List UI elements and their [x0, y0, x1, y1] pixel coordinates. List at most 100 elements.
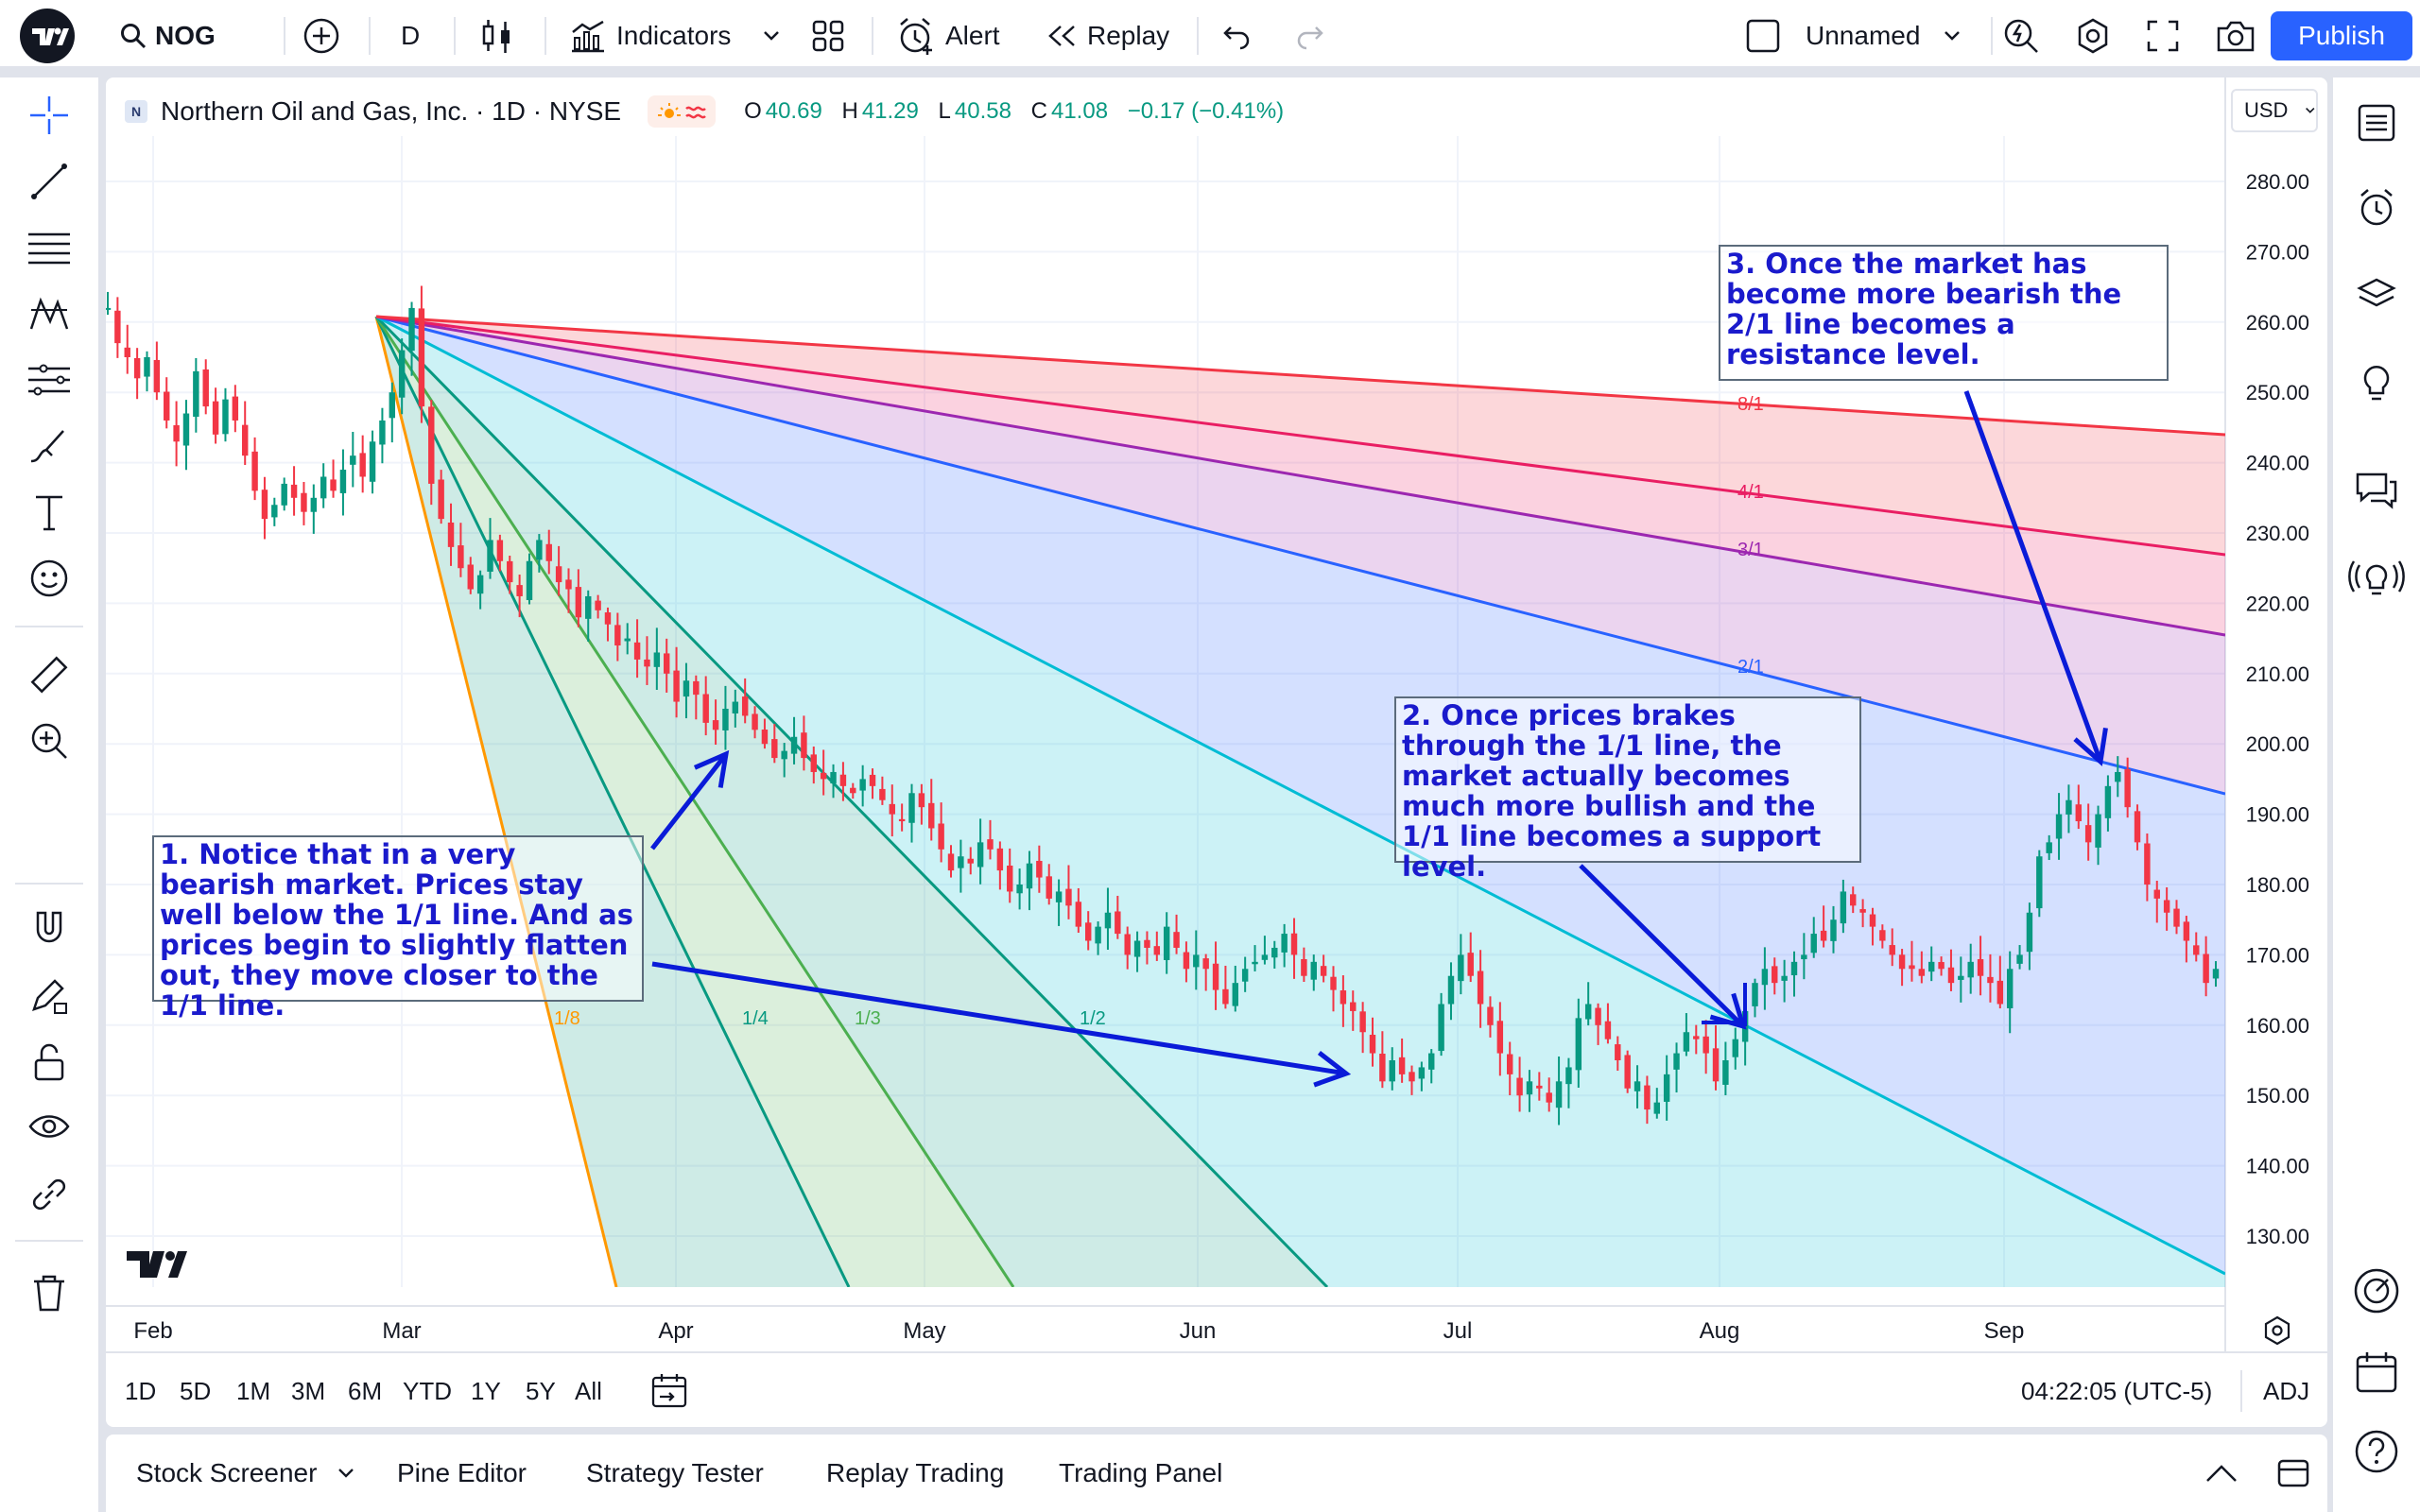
- time-axis-settings-icon[interactable]: [2264, 1315, 2290, 1346]
- brush-tool[interactable]: [21, 418, 78, 474]
- compare-symbol-button[interactable]: [302, 0, 340, 72]
- currency-selector[interactable]: USD: [2231, 89, 2318, 132]
- annotation-note-1[interactable]: 1. Notice that in a very bearish market.…: [152, 835, 644, 1021]
- tab-replay-trading[interactable]: Replay Trading: [826, 1435, 1004, 1512]
- interval-button[interactable]: D: [401, 0, 420, 72]
- candle-body: [467, 564, 474, 590]
- range-button-6m[interactable]: 6M: [348, 1376, 383, 1405]
- ideas-button[interactable]: [2348, 353, 2405, 410]
- candle-body: [771, 739, 778, 759]
- remove-drawings-tool[interactable]: [21, 1264, 78, 1321]
- fan-line[interactable]: [375, 315, 2225, 437]
- templates-button[interactable]: [811, 0, 845, 72]
- candle-body: [516, 585, 523, 596]
- range-button-all[interactable]: All: [575, 1376, 602, 1405]
- candle-body: [712, 720, 719, 730]
- high-label: H: [841, 98, 858, 124]
- symbol-search-button[interactable]: NOG: [119, 0, 216, 72]
- indicators-dropdown[interactable]: [762, 0, 781, 72]
- fan-line[interactable]: [375, 315, 2225, 1276]
- watchlist-button[interactable]: [2348, 94, 2405, 151]
- help-button[interactable]: [2348, 1423, 2405, 1480]
- tab-pine-editor[interactable]: Pine Editor: [397, 1435, 527, 1512]
- streams-button[interactable]: [2348, 548, 2405, 605]
- fan-line[interactable]: [374, 316, 618, 1287]
- redo-button[interactable]: [1295, 0, 1325, 72]
- fan-line[interactable]: [374, 316, 851, 1287]
- range-button-1m[interactable]: 1M: [236, 1376, 271, 1405]
- annotation-arrow-resistance[interactable]: [1963, 390, 2108, 766]
- chats-button[interactable]: [2348, 461, 2405, 518]
- fan-line[interactable]: [375, 315, 2225, 637]
- candle-body: [1075, 902, 1082, 927]
- alert-button[interactable]: Alert: [896, 0, 1000, 72]
- alerts-button[interactable]: [2348, 180, 2405, 236]
- forecasting-tool[interactable]: [21, 352, 78, 408]
- price-chart[interactable]: 1/8 1/4 1/3 1/2 2/1 3/1 4/1 8/1 280.00 270.00 260…: [106, 77, 2327, 1351]
- change-value: −0.17 (−0.41%): [1127, 98, 1285, 124]
- unlock-tool[interactable]: [21, 1034, 78, 1091]
- tab-stock-screener[interactable]: Stock Screener: [136, 1435, 354, 1512]
- horizontal-lines-tool[interactable]: [21, 219, 78, 276]
- annotation-arrows: [650, 390, 2108, 1088]
- range-button-5d[interactable]: 5D: [180, 1376, 212, 1405]
- snapshot-button[interactable]: [2216, 0, 2256, 72]
- annotation-note-3[interactable]: 3. Once the market has become more beari…: [1719, 245, 2169, 381]
- tab-trading-panel[interactable]: Trading Panel: [1059, 1435, 1222, 1512]
- range-button-3m[interactable]: 3M: [291, 1376, 326, 1405]
- dom-button[interactable]: [2348, 1263, 2405, 1319]
- object-tree-button[interactable]: [2348, 266, 2405, 323]
- replay-button[interactable]: Replay: [1046, 0, 1169, 72]
- settings-button[interactable]: [2074, 0, 2112, 72]
- symbol-title[interactable]: Northern Oil and Gas, Inc. · 1D · NYSE: [161, 96, 622, 126]
- tab-strategy-tester[interactable]: Strategy Tester: [586, 1435, 764, 1512]
- range-button-5y[interactable]: 5Y: [526, 1376, 556, 1405]
- hide-drawings-tool[interactable]: [21, 1100, 78, 1157]
- fan-line[interactable]: [374, 315, 1329, 1287]
- candle-body: [1153, 946, 1161, 955]
- right-sidebar: [2333, 77, 2420, 1512]
- price-axis[interactable]: 280.00 270.00 260.00 250.00 240.00 230.00 220.…: [2246, 170, 2309, 1248]
- annotation-note-2[interactable]: 2. Once prices brakes through the 1/1 li…: [1394, 696, 1861, 882]
- market-status-badge[interactable]: [648, 95, 717, 128]
- layout-button[interactable]: Unnamed: [1745, 0, 1962, 72]
- candle-body: [1977, 959, 1984, 976]
- magnet-tool[interactable]: [21, 902, 78, 958]
- annotation-arrow-up[interactable]: [650, 749, 730, 850]
- trend-line-tool[interactable]: [21, 153, 78, 210]
- candle-body: [438, 479, 444, 520]
- chart-type-button[interactable]: [480, 0, 514, 72]
- fan-line[interactable]: [374, 316, 1015, 1287]
- quick-search-button[interactable]: [2002, 0, 2040, 72]
- price-tick-label: 180.00: [2246, 873, 2309, 897]
- fullscreen-button[interactable]: [2146, 0, 2180, 72]
- candle-body: [2153, 889, 2160, 899]
- maximize-panel-button[interactable]: [2276, 1435, 2310, 1512]
- emoji-tool[interactable]: [21, 550, 78, 607]
- link-tool[interactable]: [21, 1166, 78, 1223]
- time-tick-label: Aug: [1700, 1318, 1740, 1344]
- fan-line[interactable]: [375, 315, 2225, 796]
- goto-date-button[interactable]: [650, 1353, 688, 1427]
- calendar-button[interactable]: [2348, 1344, 2405, 1400]
- range-button-ytd[interactable]: YTD: [403, 1376, 452, 1405]
- clock[interactable]: 04:22:05 (UTC-5): [2021, 1376, 2213, 1405]
- undo-button[interactable]: [1221, 0, 1252, 72]
- publish-button[interactable]: Publish: [2271, 11, 2412, 60]
- annotation-arrow-right[interactable]: [651, 961, 1352, 1088]
- lock-drawings-tool[interactable]: [21, 968, 78, 1024]
- range-button-1y[interactable]: 1Y: [471, 1376, 501, 1405]
- patterns-tool[interactable]: [21, 285, 78, 342]
- zoom-tool[interactable]: [21, 713, 78, 769]
- crosshair-tool[interactable]: [21, 87, 78, 144]
- text-tool[interactable]: [21, 484, 78, 541]
- fan-line[interactable]: [375, 315, 2225, 557]
- measure-tool[interactable]: [21, 646, 78, 703]
- adj-toggle[interactable]: ADJ: [2263, 1376, 2310, 1405]
- link-icon: [32, 1178, 66, 1211]
- range-button-1d[interactable]: 1D: [125, 1376, 157, 1405]
- tradingview-logo[interactable]: [19, 0, 76, 72]
- time-axis[interactable]: Feb Mar Apr May Jun Jul Aug Sep: [133, 1318, 2024, 1344]
- collapse-panel-button[interactable]: [2204, 1435, 2238, 1512]
- indicators-button[interactable]: Indicators: [569, 0, 731, 72]
